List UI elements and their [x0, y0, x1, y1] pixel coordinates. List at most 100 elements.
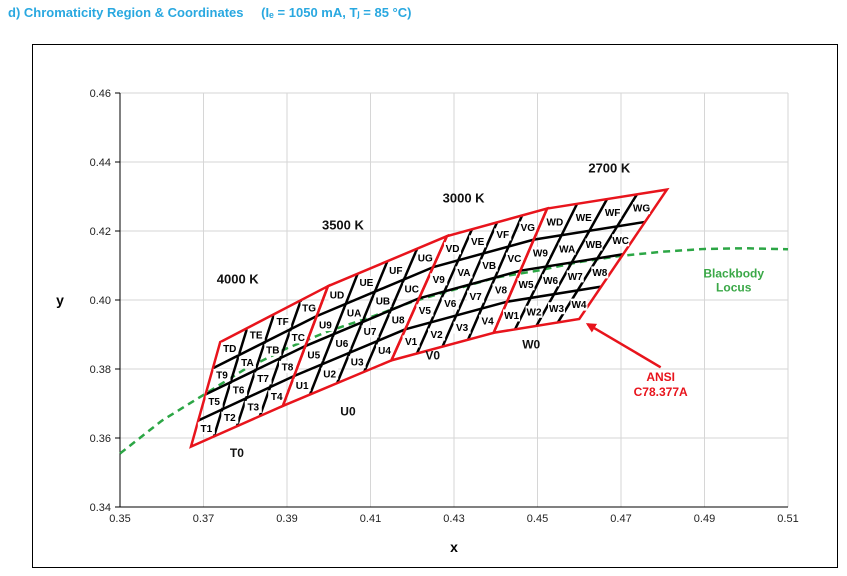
bin-label: VC — [507, 254, 521, 265]
bin-gridline — [432, 238, 535, 269]
bin-label-bg — [293, 379, 311, 392]
bin-label: T6 — [233, 386, 245, 397]
bin-label: W8 — [592, 268, 607, 279]
bin-label: V1 — [405, 337, 418, 348]
bin-label-bg — [570, 298, 588, 311]
bin-gridline — [205, 344, 306, 396]
y-tick-label: 0.38 — [90, 364, 111, 376]
bin-label: TD — [223, 344, 236, 355]
bin-label: U2 — [323, 369, 336, 380]
bin-label: T2 — [224, 413, 236, 424]
bin-label: VA — [457, 268, 470, 279]
bin-gridline — [304, 297, 420, 348]
bin-label: TC — [292, 333, 305, 344]
bin-label-bg — [519, 221, 537, 234]
bin-label-bg — [531, 247, 549, 260]
y-tick-label: 0.42 — [90, 226, 111, 238]
bin-label: U6 — [336, 339, 349, 350]
bin-gridline — [418, 269, 521, 300]
caption-title: Chromaticity Region & Coordinates — [23, 5, 244, 20]
bin-label-bg — [221, 342, 239, 355]
bin-label-bg — [441, 297, 459, 310]
bin-label: V9 — [433, 275, 446, 286]
bin-label: VG — [521, 223, 536, 234]
bin-label: UD — [330, 291, 344, 302]
bin-label-bg — [300, 301, 318, 314]
bin-label-bg — [389, 313, 407, 326]
bin-label-bg — [221, 411, 239, 424]
bin-label-bg — [289, 331, 307, 344]
bin-label-bg — [525, 305, 543, 318]
bin-label-bg — [548, 302, 566, 315]
bin-label: W7 — [568, 272, 583, 283]
bin-label-bg — [348, 356, 366, 369]
bin-gridline — [520, 253, 624, 272]
cct-label: 4000 K — [217, 271, 260, 286]
ansi-annotation-label: ANSI — [646, 370, 675, 384]
bin-label-bg — [416, 304, 434, 317]
bin-label: W3 — [549, 304, 564, 315]
bin-label: WC — [612, 236, 629, 247]
y-tick-label: 0.46 — [90, 88, 111, 100]
bin-label-bg — [428, 328, 446, 341]
bin-label-bg — [455, 266, 473, 279]
cct-label: 3500 K — [322, 217, 365, 232]
caption-prefix: d) — [8, 5, 21, 20]
bin-label-bg — [357, 276, 375, 289]
bin-label: VE — [471, 237, 485, 248]
bin-label: V6 — [444, 299, 457, 310]
bin-label: UE — [359, 278, 373, 289]
bin-label: WB — [586, 240, 603, 251]
bin-label: UF — [389, 266, 402, 277]
bin-label-bg — [612, 234, 630, 247]
bin-label: WD — [547, 217, 564, 228]
bin-label-bg — [558, 242, 576, 255]
bin-label: W6 — [543, 276, 558, 287]
x-tick-label: 0.51 — [777, 513, 798, 525]
bin-label-bg — [403, 282, 421, 295]
bin-label-bg — [205, 395, 223, 408]
bin-label-bg — [505, 252, 523, 265]
bin-gridline — [363, 248, 419, 373]
bin-label: VB — [482, 261, 496, 272]
bin-label: WF — [605, 208, 621, 219]
bin-label: V5 — [419, 306, 432, 317]
x-tick-label: 0.47 — [610, 513, 631, 525]
bin-label: U4 — [378, 346, 391, 357]
bin-label-bg — [244, 400, 262, 413]
blackbody-locus-label: Locus — [716, 281, 752, 295]
bin-label: VD — [446, 244, 460, 255]
bin-label: UA — [347, 309, 361, 320]
chart-caption: d) Chromaticity Region & Coordinates (Iₑ… — [8, 5, 411, 21]
x-tick-label: 0.45 — [527, 513, 548, 525]
bin-label-bg — [213, 369, 231, 382]
bin-label: TG — [302, 304, 316, 315]
caption-conditions: (Iₑ = 1050 mA, Tⱼ = 85 °C) — [261, 5, 412, 20]
y-axis-label: y — [56, 292, 64, 308]
bin-label: V2 — [430, 330, 443, 341]
bin-label-bg — [374, 294, 392, 307]
bin-label-bg — [402, 335, 420, 348]
bin-label-bg — [546, 215, 564, 228]
bin-label: WA — [559, 244, 575, 255]
chart-frame — [32, 44, 838, 568]
bin-label-bg — [467, 290, 485, 303]
bin-gridline — [212, 315, 318, 370]
bin-label-bg — [361, 325, 379, 338]
bin-label-bg — [321, 367, 339, 380]
y-tick-label: 0.34 — [90, 502, 111, 514]
bin-label-bg — [479, 314, 497, 327]
bin-label-bg — [345, 306, 363, 319]
bin-gridline — [466, 214, 524, 341]
bin-label: T9 — [216, 371, 228, 382]
bin-label: WG — [633, 204, 650, 215]
bin-label: U9 — [319, 321, 332, 332]
bin-label-bg — [469, 235, 487, 248]
group-label: U0 — [340, 405, 356, 419]
x-tick-label: 0.35 — [109, 513, 130, 525]
bin-label: V3 — [456, 323, 469, 334]
bin-label: TF — [277, 317, 289, 328]
region-v0: V1 V2 V3 V4 V5 V6 V7 V8 V9 VA VB VC VD VE VF VG — [389, 206, 550, 363]
y-tick-label: 0.36 — [90, 433, 111, 445]
bin-label-bg — [604, 206, 622, 219]
